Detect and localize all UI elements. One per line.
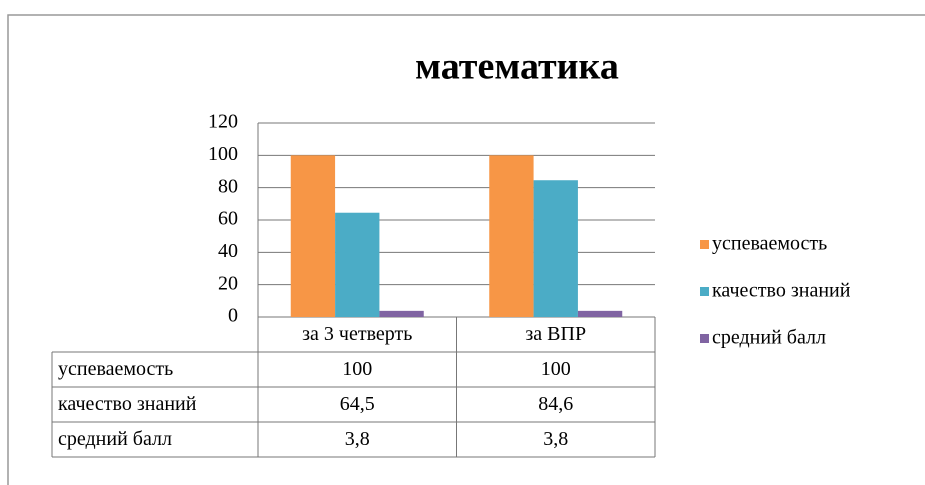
y-tick-label: 100 — [208, 143, 238, 165]
table-cell: 64,5 — [340, 393, 375, 415]
legend-label: успеваемость — [712, 233, 827, 255]
table-row-label: успеваемость — [58, 358, 173, 380]
table-cell: 3,8 — [345, 428, 370, 450]
bar — [577, 310, 623, 317]
table-cell: 3,8 — [543, 428, 568, 450]
y-tick-label: 60 — [218, 208, 238, 230]
x-tick-label: за 3 четверть — [302, 323, 412, 345]
bar — [335, 212, 380, 317]
x-tick-label: за ВПР — [525, 323, 586, 345]
bar — [290, 155, 336, 317]
y-tick-label: 20 — [218, 272, 238, 294]
chart-frame — [7, 14, 925, 485]
table-cell: 100 — [342, 358, 372, 380]
legend-label: качество знаний — [712, 280, 851, 302]
y-tick-label: 0 — [228, 305, 238, 327]
table-row-label: средний балл — [58, 428, 172, 450]
legend-label: средний балл — [712, 327, 826, 349]
table-cell: 100 — [541, 358, 571, 380]
legend-swatch — [700, 240, 709, 249]
legend-swatch — [700, 287, 709, 296]
table-cell: 84,6 — [538, 393, 573, 415]
table-row-label: качество знаний — [58, 393, 197, 415]
legend-swatch — [700, 334, 709, 343]
chart-title: математика — [415, 46, 619, 88]
bar — [379, 310, 424, 317]
y-tick-label: 120 — [208, 111, 238, 133]
bar — [533, 180, 578, 317]
bar — [489, 155, 534, 317]
y-tick-label: 80 — [218, 175, 238, 197]
y-tick-label: 40 — [218, 240, 238, 262]
